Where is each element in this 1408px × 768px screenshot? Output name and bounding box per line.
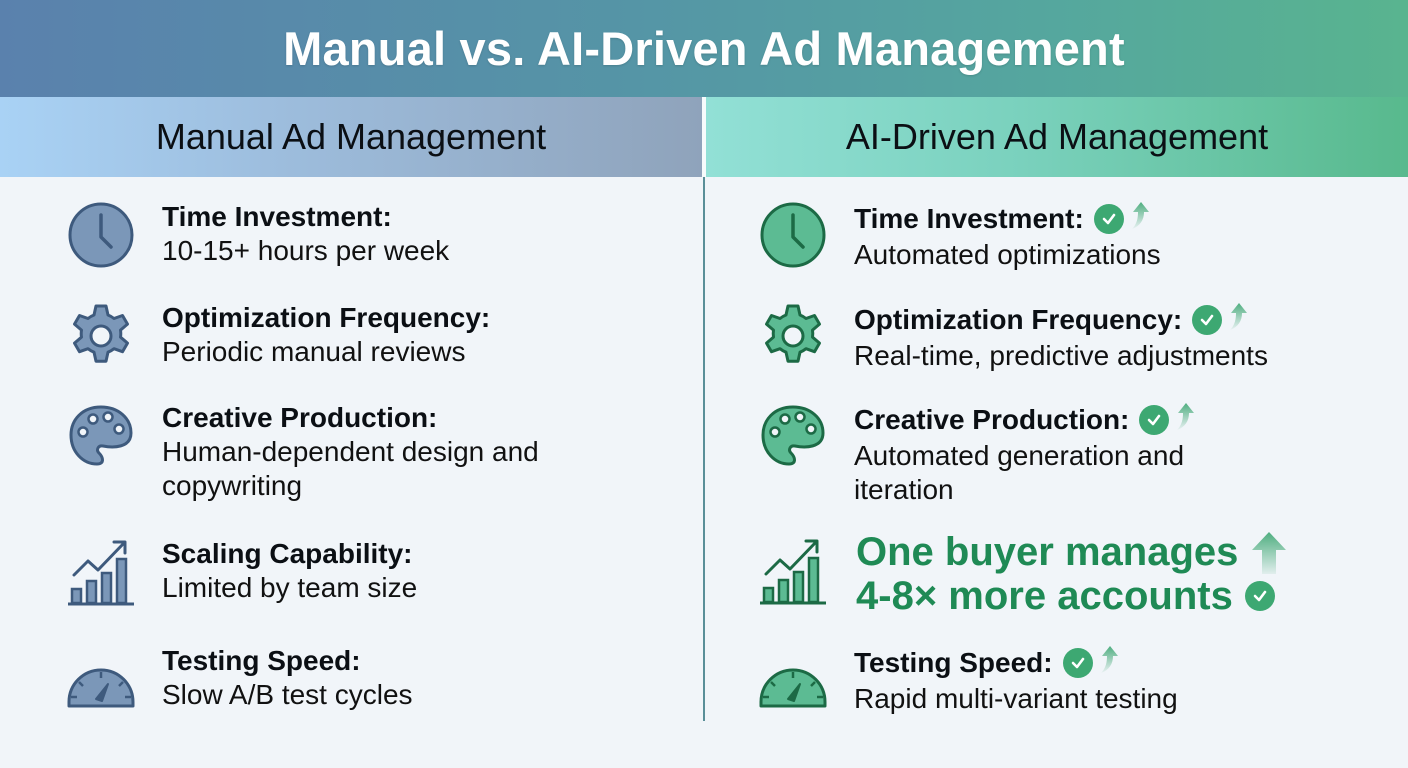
speedometer-icon [758,644,828,714]
ai-item-creative: Creative Production: Automated generatio… [758,401,1195,507]
item-label: Testing Speed: [162,645,361,676]
growth-chart-icon [758,536,828,606]
item-label: Testing Speed: [854,647,1053,678]
manual-column-header: Manual Ad Management [0,97,702,177]
item-desc: Limited by team size [162,572,418,603]
item-desc: Automated optimizations [854,239,1161,270]
manual-header-label: Manual Ad Management [155,116,547,157]
check-icon [1139,405,1170,435]
item-desc: Human-dependent design and [162,436,539,467]
ai-item-optimization: Optimization Frequency: Real-time, predi… [758,301,1268,373]
palette-icon [66,401,136,471]
highlight-line-1: One buyer manages [856,530,1239,574]
item-desc: 10-15+ hours per week [162,235,450,266]
item-label: Time Investment: [854,203,1084,234]
page-title: Manual vs. AI-Driven Ad Management [283,22,1125,75]
arrow-up-icon [1128,200,1150,238]
palette-icon [758,401,828,471]
item-desc-continued: iteration [854,474,954,505]
item-label: Creative Production: [162,402,438,433]
manual-item-testing: Testing Speed: Slow A/B test cycles [66,644,413,714]
ai-item-time: Time Investment: Automated optimizations [758,200,1161,272]
highlight-line-2: 4-8× more accounts [856,574,1233,618]
item-desc-continued: copywriting [162,470,303,501]
ai-item-testing: Testing Speed: Rapid multi-variant testi… [758,644,1178,716]
gear-icon [758,301,828,371]
ai-header-label: AI-Driven Ad Management [845,116,1269,157]
header-divider [702,97,706,177]
check-icon [1192,305,1223,335]
growth-chart-icon [66,537,136,607]
arrow-up-icon [1250,530,1288,574]
clock-icon [758,200,828,270]
ai-column-header: AI-Driven Ad Management [706,97,1408,177]
item-desc: Periodic manual reviews [162,336,466,367]
manual-item-creative: Creative Production: Human-dependent des… [66,401,539,503]
item-desc: Rapid multi-variant testing [854,683,1178,714]
gear-icon [66,301,136,371]
ai-item-scaling: One buyer manages 4-8× more accounts [758,530,1288,618]
manual-item-optimization: Optimization Frequency: Periodic manual … [66,301,490,371]
manual-item-scaling: Scaling Capability: Limited by team size [66,537,417,607]
speedometer-icon [66,644,136,714]
arrow-up-icon [1097,644,1119,682]
check-icon [1244,581,1275,611]
item-desc: Real-time, predictive adjustments [854,340,1268,371]
item-desc: Automated generation and [854,440,1185,471]
item-label: Time Investment: [162,201,392,232]
check-icon [1093,204,1124,234]
item-label: Optimization Frequency: [854,304,1183,335]
item-label: Optimization Frequency: [162,302,491,333]
arrow-up-icon [1226,301,1248,339]
manual-item-time: Time Investment: 10-15+ hours per week [66,200,449,270]
item-desc: Slow A/B test cycles [162,679,413,710]
check-icon [1062,648,1093,678]
column-divider [703,177,705,721]
clock-icon [66,200,136,270]
item-label: Creative Production: [854,404,1130,435]
title-banner: Manual vs. AI-Driven Ad Management [0,0,1408,97]
arrow-up-icon [1173,401,1195,439]
item-label: Scaling Capability: [162,538,413,569]
